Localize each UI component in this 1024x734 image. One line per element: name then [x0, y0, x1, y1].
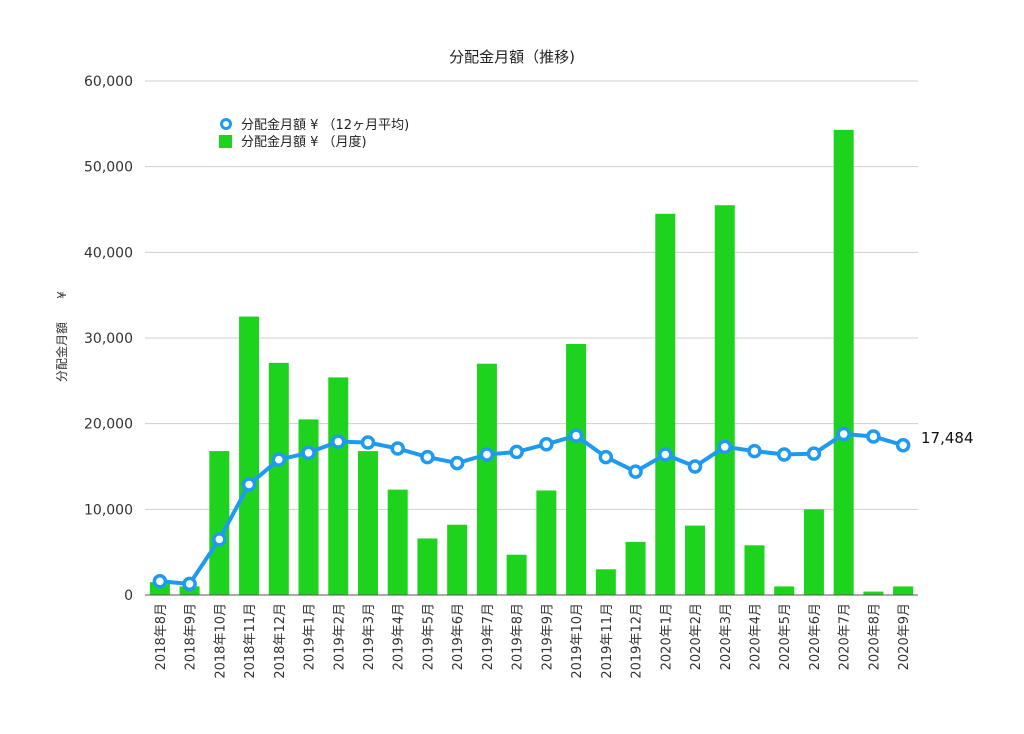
y-tick-label: 50,000: [84, 160, 133, 176]
bar: [566, 343, 587, 595]
x-tick-label: 2020年2月: [689, 603, 704, 670]
bar: [714, 205, 735, 595]
bar: [476, 363, 497, 595]
line-point: [717, 439, 732, 455]
x-tick-label: 2020年5月: [778, 603, 793, 670]
x-tick-label: 2019年1月: [303, 603, 318, 670]
x-tick-label: 2018年8月: [154, 603, 169, 670]
bar: [506, 554, 527, 595]
x-tick-label: 2019年5月: [421, 603, 436, 670]
x-tick-label: 2020年6月: [808, 603, 823, 670]
x-axis-ticks: 2018年8月 2018年9月 2018年10月 2018年11月 2018年12月 20…: [154, 603, 912, 679]
line-point: [182, 576, 197, 592]
x-tick-label: 2019年10月: [570, 603, 585, 679]
line-series: [152, 426, 911, 592]
y-axis-label: 分配金月額: [54, 322, 69, 382]
line-point: [747, 443, 762, 459]
legend-line-marker: [220, 118, 232, 130]
x-tick-label: 2018年12月: [273, 603, 288, 679]
bar: [803, 509, 824, 595]
bar: [328, 377, 349, 595]
x-tick-label: 2020年3月: [719, 603, 734, 670]
line-point: [598, 449, 614, 465]
x-tick-label: 2018年11月: [243, 603, 258, 679]
line-point: [866, 429, 881, 444]
y-tick-label: 0: [124, 588, 133, 604]
x-tick-label: 2020年4月: [748, 603, 763, 670]
y-tick-label: 20,000: [84, 417, 133, 433]
bar: [417, 538, 438, 595]
line-point: [568, 428, 584, 443]
bar: [625, 541, 646, 595]
bar: [447, 524, 468, 595]
line-point: [301, 445, 316, 461]
line-point: [479, 447, 495, 462]
line-point: [271, 452, 287, 467]
legend: 分配金月額 ¥ （12ヶ月平均) 分配金月額 ¥ （月度): [219, 117, 409, 150]
x-tick-label: 2020年9月: [897, 603, 912, 670]
y-tick-label: 30,000: [84, 331, 133, 347]
bar: [209, 451, 230, 595]
bar: [863, 591, 884, 595]
bar: [655, 213, 676, 596]
line-point: [687, 459, 703, 474]
line-point: [836, 426, 851, 442]
line-point: [806, 446, 822, 461]
chart-title: 分配金月額（推移): [449, 48, 575, 66]
bar: [744, 545, 765, 595]
line-point: [152, 574, 168, 589]
x-tick-label: 2020年1月: [659, 603, 674, 670]
bar: [536, 490, 557, 595]
y-tick-label: 40,000: [84, 245, 133, 261]
x-tick-label: 2018年10月: [213, 603, 228, 679]
line-point: [360, 435, 376, 450]
bar: [387, 489, 408, 595]
y-tick-label: 10,000: [84, 502, 133, 518]
bar: [893, 586, 914, 595]
line-point: [390, 441, 405, 456]
x-tick-label: 2019年8月: [511, 603, 526, 670]
line-point: [212, 532, 227, 547]
bar: [239, 316, 260, 595]
bar-series: [149, 129, 914, 596]
line-point: [331, 434, 346, 449]
line-point: [776, 447, 792, 462]
x-tick-label: 2019年12月: [630, 603, 645, 679]
bar: [298, 419, 319, 595]
y-axis-ticks: 0 10,000 20,000 30,000 40,000 50,000 60,000: [84, 74, 133, 604]
line-point: [449, 455, 465, 471]
bar: [357, 451, 378, 595]
x-tick-label: 2018年9月: [184, 603, 199, 670]
x-tick-label: 2019年11月: [600, 603, 615, 679]
y-axis-unit: ¥: [55, 291, 69, 299]
x-tick-label: 2019年3月: [362, 603, 377, 670]
legend-bar-label: 分配金月額 ¥ （月度): [241, 134, 367, 150]
line-point: [420, 449, 435, 465]
bar: [774, 586, 795, 595]
line-point: [658, 447, 673, 462]
line-point: [895, 437, 911, 453]
bar: [833, 129, 854, 595]
x-tick-label: 2019年2月: [332, 603, 347, 670]
line-point: [509, 444, 524, 460]
last-value-annotation: 17,484: [921, 429, 974, 447]
y-tick-label: 60,000: [84, 74, 133, 90]
legend-bar-marker: [219, 135, 232, 148]
x-tick-label: 2019年7月: [481, 603, 496, 670]
x-tick-label: 2019年9月: [540, 603, 555, 670]
line-point: [241, 477, 257, 492]
bar: [595, 569, 616, 595]
line-point: [628, 464, 643, 479]
bar: [685, 525, 706, 595]
line-point: [539, 436, 554, 452]
x-tick-label: 2020年8月: [867, 603, 882, 670]
x-tick-label: 2019年6月: [451, 603, 466, 670]
x-tick-label: 2019年4月: [392, 603, 407, 670]
x-tick-label: 2020年7月: [838, 603, 853, 670]
bar: [268, 362, 289, 595]
legend-line-label: 分配金月額 ¥ （12ヶ月平均): [241, 117, 409, 133]
